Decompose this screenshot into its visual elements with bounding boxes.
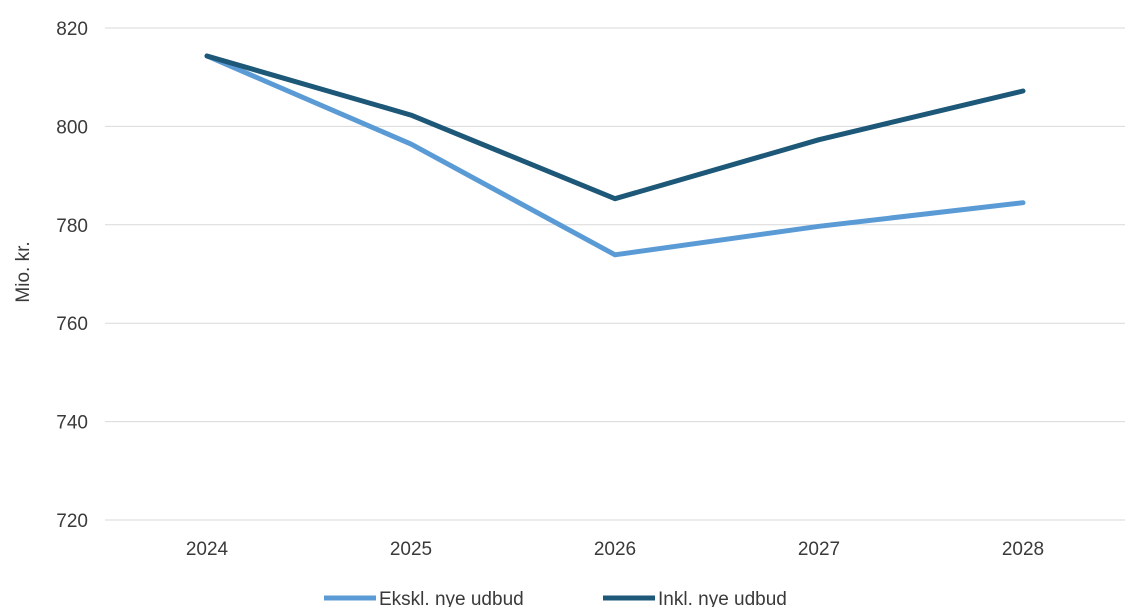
x-tick-labels: 2024 2025 2026 2027 2028 [186, 539, 1044, 560]
legend-label: Inkl. nye udbud [658, 589, 787, 607]
x-tick-label: 2024 [186, 539, 229, 560]
x-tick-label: 2025 [390, 539, 432, 560]
y-tick-label: 720 [56, 511, 88, 532]
x-tick-label: 2028 [1002, 539, 1044, 560]
x-tick-label: 2026 [594, 539, 636, 560]
series-line-1 [204, 53, 1026, 258]
y-tick-label: 740 [56, 413, 88, 434]
y-tick-label: 820 [56, 19, 88, 40]
series-lines [204, 53, 1026, 258]
y-tick-labels: 720 740 760 780 800 820 [56, 19, 88, 532]
y-tick-label: 800 [56, 117, 88, 138]
legend: Ekskl. nye udbud Inkl. nye udbud [324, 589, 787, 607]
series-line-2 [204, 53, 1026, 202]
y-tick-label: 780 [56, 216, 88, 237]
gridlines [105, 27, 1125, 521]
y-axis-title: Mio. kr. [13, 241, 34, 302]
legend-label: Ekskl. nye udbud [379, 589, 524, 607]
y-tick-label: 760 [56, 314, 88, 335]
x-tick-label: 2027 [798, 539, 840, 560]
